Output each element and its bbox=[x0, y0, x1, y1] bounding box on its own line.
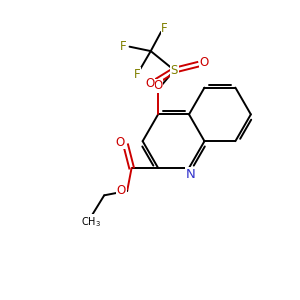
Text: F: F bbox=[161, 22, 168, 35]
Text: CH$_3$: CH$_3$ bbox=[81, 215, 101, 229]
Text: O: O bbox=[145, 77, 154, 90]
Text: S: S bbox=[171, 64, 178, 77]
Text: N: N bbox=[186, 168, 195, 181]
Text: O: O bbox=[154, 79, 163, 92]
Text: O: O bbox=[116, 136, 125, 148]
Text: F: F bbox=[134, 68, 141, 81]
Text: F: F bbox=[120, 40, 127, 53]
Text: O: O bbox=[117, 184, 126, 197]
Text: O: O bbox=[199, 56, 208, 69]
